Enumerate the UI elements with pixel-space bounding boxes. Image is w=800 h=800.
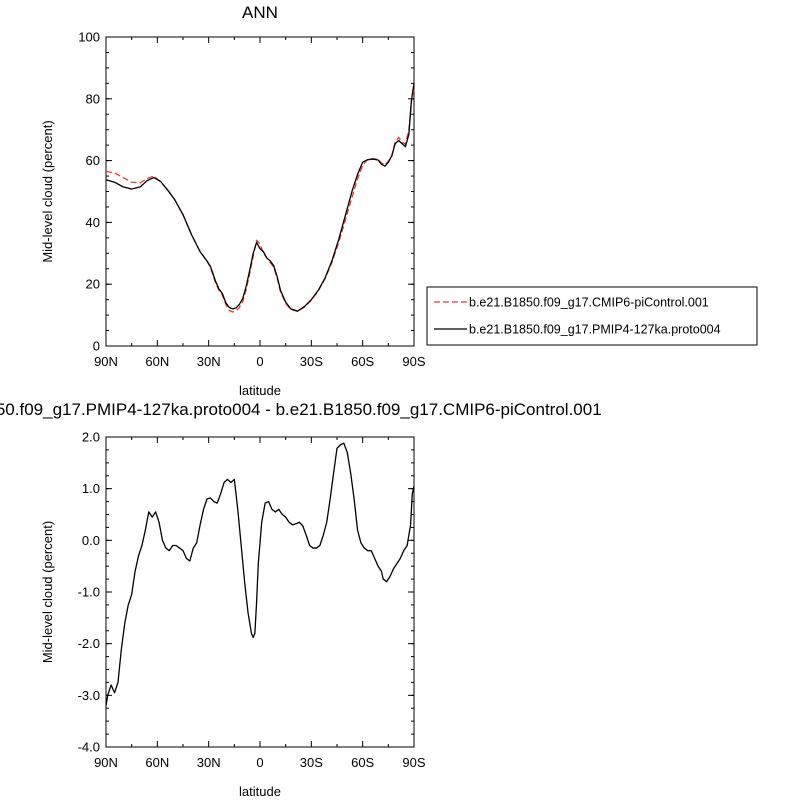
y-tick-label: 80 [86, 91, 100, 106]
x-tick-label: 90N [94, 354, 118, 369]
x-axis-label: latitude [239, 383, 281, 398]
series-line-1 [105, 442, 415, 706]
y-tick-label: -3.0 [78, 688, 100, 703]
legend-entry-1: b.e21.B1850.f09_g17.CMIP6-piControl.001 [469, 296, 709, 310]
y-tick-label: -4.0 [78, 740, 100, 755]
legend-box [426, 286, 758, 346]
plot-frame [105, 436, 415, 748]
x-tick-label: 90N [94, 755, 118, 770]
x-tick-label: 0 [256, 755, 263, 770]
x-tick-label: 30N [197, 755, 221, 770]
x-axis-label: latitude [239, 784, 281, 799]
x-tick-label: 60N [145, 354, 169, 369]
y-tick-label: -2.0 [78, 636, 100, 651]
y-tick-label: 0.0 [82, 533, 100, 548]
x-tick-label: 60S [351, 354, 374, 369]
x-tick-label: 30S [300, 755, 323, 770]
y-tick-label: 1.0 [82, 481, 100, 496]
y-tick-label: 100 [78, 30, 100, 45]
chart-title: b.e21.B1850.f09_g17.PMIP4-127ka.proto004… [0, 400, 602, 419]
x-tick-label: 60N [145, 755, 169, 770]
plot-frame [105, 36, 415, 347]
y-tick-label: 0 [93, 339, 100, 354]
y-tick-label: 20 [86, 277, 100, 292]
series-line-2 [105, 83, 415, 312]
y-tick-label: 40 [86, 215, 100, 230]
chart-title: ANN [242, 3, 278, 22]
y-tick-label: 2.0 [82, 430, 100, 445]
x-tick-label: 60S [351, 755, 374, 770]
chart-panel-2: b.e21.B1850.f09_g17.PMIP4-127ka.proto004… [0, 400, 602, 799]
x-tick-label: 90S [402, 354, 425, 369]
y-axis-label: Mid-level cloud (percent) [40, 120, 55, 262]
y-tick-label: 60 [86, 153, 100, 168]
x-tick-label: 90S [402, 755, 425, 770]
x-tick-label: 30N [197, 354, 221, 369]
series-line-1 [105, 89, 415, 313]
y-axis-label: Mid-level cloud (percent) [40, 521, 55, 663]
legend: b.e21.B1850.f09_g17.CMIP6-piControl.001b… [426, 286, 758, 346]
x-tick-label: 30S [300, 354, 323, 369]
y-tick-label: -1.0 [78, 585, 100, 600]
x-tick-label: 0 [256, 354, 263, 369]
chart-panel-1: ANN 90N 60N 30N 0 30S 60S 90S 0 20 40 60 80 100 latitu… [40, 3, 758, 398]
legend-entry-2: b.e21.B1850.f09_g17.PMIP4-127ka.proto004 [469, 323, 721, 337]
